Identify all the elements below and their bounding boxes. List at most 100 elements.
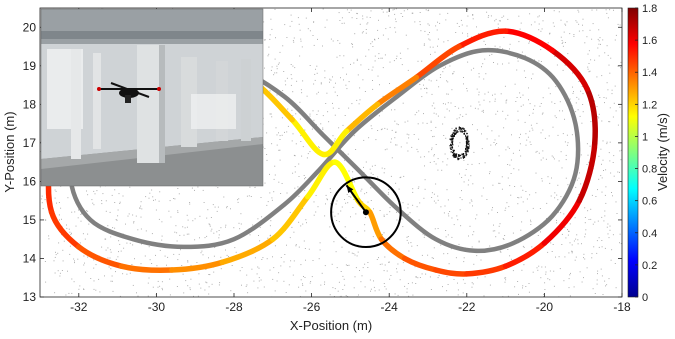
noise-point xyxy=(319,242,321,244)
noise-point xyxy=(481,133,482,135)
noise-point xyxy=(609,9,611,11)
obstacle-point xyxy=(466,138,468,141)
noise-point xyxy=(492,230,494,232)
obstacle-point xyxy=(452,153,455,155)
noise-point xyxy=(555,256,556,258)
noise-point xyxy=(332,76,333,78)
noise-point xyxy=(413,134,415,135)
obstacle-point xyxy=(450,135,452,137)
noise-point xyxy=(61,270,63,271)
noise-point xyxy=(269,192,271,194)
obstacle-point xyxy=(463,156,466,158)
obstacle-point xyxy=(467,149,469,151)
noise-point xyxy=(509,164,511,166)
noise-point xyxy=(362,267,364,269)
noise-point xyxy=(88,223,90,225)
noise-point xyxy=(266,204,268,206)
noise-point xyxy=(478,163,480,165)
noise-point xyxy=(330,203,332,205)
noise-point xyxy=(156,265,158,267)
noise-point xyxy=(109,257,111,259)
noise-point xyxy=(538,152,540,154)
noise-point xyxy=(54,256,56,258)
noise-point xyxy=(302,208,304,210)
noise-point xyxy=(450,148,452,150)
noise-point xyxy=(174,198,176,200)
noise-point xyxy=(535,172,537,174)
noise-point xyxy=(412,191,414,193)
noise-point xyxy=(492,184,494,186)
noise-point xyxy=(173,198,175,199)
noise-point xyxy=(153,199,154,201)
noise-point xyxy=(129,272,131,274)
noise-point xyxy=(292,91,294,93)
noise-point xyxy=(605,9,607,11)
noise-point xyxy=(281,183,283,184)
noise-point xyxy=(58,214,60,216)
noise-point xyxy=(162,289,163,291)
noise-point xyxy=(315,195,317,196)
noise-point xyxy=(430,80,432,82)
noise-point xyxy=(612,234,614,236)
noise-point xyxy=(342,67,344,69)
noise-point xyxy=(337,290,339,292)
noise-point xyxy=(360,64,362,66)
noise-point xyxy=(584,258,586,260)
noise-point xyxy=(269,269,271,271)
noise-point xyxy=(481,66,482,68)
noise-point xyxy=(304,178,305,180)
noise-point xyxy=(287,125,289,127)
noise-point xyxy=(403,175,405,177)
noise-point xyxy=(552,244,554,245)
noise-point xyxy=(528,291,530,293)
noise-point xyxy=(369,279,371,281)
noise-point xyxy=(528,283,530,284)
noise-point xyxy=(498,135,500,137)
noise-point xyxy=(169,294,171,296)
noise-point xyxy=(419,12,421,13)
noise-point xyxy=(588,63,590,64)
noise-point xyxy=(544,137,546,139)
noise-point xyxy=(283,71,285,72)
noise-point xyxy=(415,283,417,284)
noise-point xyxy=(597,220,599,222)
noise-point xyxy=(579,271,581,273)
obstacle-point xyxy=(466,150,468,152)
noise-point xyxy=(607,17,609,19)
noise-point xyxy=(444,153,446,155)
noise-point xyxy=(433,112,435,114)
noise-point xyxy=(551,251,553,252)
noise-point xyxy=(568,252,570,254)
noise-point xyxy=(210,230,212,232)
noise-point xyxy=(298,176,300,177)
noise-point xyxy=(463,77,464,78)
noise-point xyxy=(525,77,527,78)
noise-point xyxy=(482,63,484,65)
noise-point xyxy=(482,109,484,111)
noise-point xyxy=(63,240,65,242)
noise-point xyxy=(446,93,448,95)
noise-point xyxy=(433,193,435,195)
noise-point xyxy=(408,250,410,252)
obstacle-point xyxy=(455,155,457,157)
noise-point xyxy=(524,121,526,123)
noise-point xyxy=(603,97,605,98)
noise-point xyxy=(395,144,396,146)
y-tick-label: 13 xyxy=(23,290,37,304)
noise-point xyxy=(278,272,280,274)
noise-point xyxy=(450,248,452,250)
noise-point xyxy=(373,208,374,210)
noise-point xyxy=(345,202,347,204)
noise-point xyxy=(500,93,502,95)
actual-path-segment xyxy=(76,244,125,269)
noise-point xyxy=(157,286,159,288)
noise-point xyxy=(402,16,404,17)
noise-point xyxy=(385,288,387,290)
noise-point xyxy=(356,60,358,61)
obstacle-point xyxy=(450,148,452,150)
noise-point xyxy=(56,202,57,204)
noise-point xyxy=(590,218,592,220)
noise-point xyxy=(41,198,43,200)
noise-point xyxy=(309,30,311,32)
obstacle-point xyxy=(462,157,465,159)
